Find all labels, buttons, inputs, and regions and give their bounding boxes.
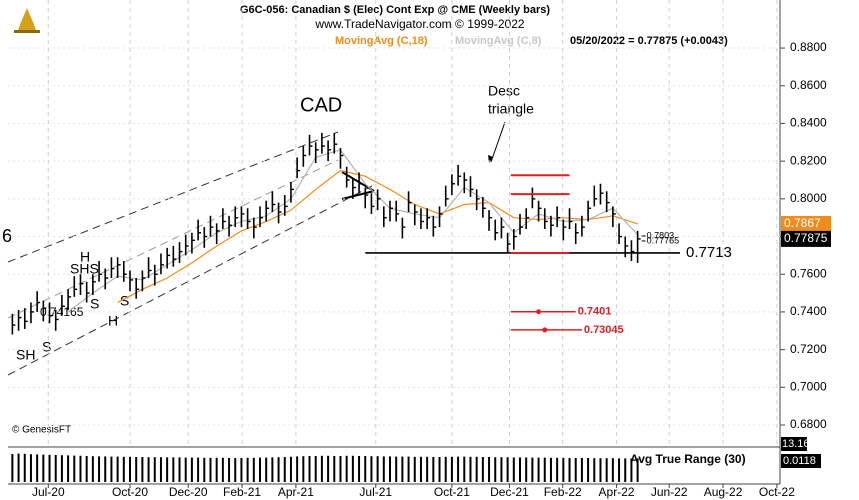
annotation: S	[42, 339, 51, 355]
y-tick-label: 0.8000	[790, 191, 827, 205]
price-box	[781, 230, 831, 247]
price-box-label: 0.7867	[784, 216, 821, 230]
annotation-arrow	[490, 121, 506, 163]
annotation: triangle	[488, 101, 534, 117]
target-dot	[536, 309, 542, 315]
level-label: 0.77765	[647, 235, 680, 245]
y-tick-label: 0.6800	[790, 417, 827, 431]
x-tick-label: Jul-20	[32, 485, 65, 499]
y-tick-label: 0.8200	[790, 153, 827, 167]
x-tick-label: Apr-21	[278, 485, 314, 499]
annotation: Desc	[488, 83, 520, 99]
atr-top-label: 13.16	[782, 438, 810, 450]
target-dot	[542, 327, 548, 333]
credit: © GenesisFT	[12, 425, 71, 436]
support-label: 0.7713	[686, 244, 732, 261]
atr-last-label: 0.0118	[783, 455, 816, 467]
price-box	[781, 215, 831, 232]
y-tick-label: 0.7400	[790, 304, 827, 318]
channel	[7, 131, 373, 376]
x-tick-label: Oct-20	[112, 485, 148, 499]
x-tick-label: Feb-22	[544, 485, 582, 499]
x-tick-label: Feb-21	[223, 485, 261, 499]
target-label: 0.73045	[584, 324, 624, 336]
chart-title: G6C-056: Canadian $ (Elec) Cont Exp @ CM…	[240, 4, 550, 16]
x-tick-label: Dec-21	[490, 485, 529, 499]
x-tick-label: Oct-21	[434, 485, 470, 499]
y-tick-label: 0.8600	[790, 78, 827, 92]
y-tick-label: 0.8400	[790, 116, 827, 130]
level-label: 0.7803	[647, 230, 675, 240]
annotation: S	[120, 293, 129, 309]
x-tick-label: Jun-22	[651, 485, 688, 499]
x-tick-label: Oct-22	[759, 485, 795, 499]
y-tick-label: 0.7000	[790, 379, 827, 393]
y-tick-label: 0.7200	[790, 342, 827, 356]
atr-name: Avg True Range (30)	[630, 452, 746, 466]
legend-entry: MovingAvg (C,18)	[335, 35, 428, 47]
logo	[14, 8, 40, 33]
annotation: CAD	[300, 94, 342, 116]
annotation: SHS	[70, 261, 99, 277]
atr-box	[781, 454, 821, 468]
chart-subtitle: www.TradeNavigator.com © 1999-2022	[314, 17, 524, 31]
x-tick-label: Dec-20	[169, 485, 208, 499]
legend-entry: MovingAvg (C,8)	[455, 35, 542, 47]
last-quote: 05/20/2022 = 0.77875 (+0.0043)	[570, 35, 728, 47]
annotation: 6	[2, 226, 12, 246]
annotation: S	[90, 296, 99, 312]
x-tick-label: Apr-22	[599, 485, 635, 499]
x-tick-label: Aug-22	[704, 485, 743, 499]
atr-box	[781, 437, 807, 451]
y-tick-label: 0.8800	[790, 40, 827, 54]
y-tick-label: 0.7600	[790, 266, 827, 280]
target-label: 0.7401	[578, 306, 612, 318]
x-tick-label: Jul-21	[359, 485, 392, 499]
annotation: SH	[16, 347, 35, 363]
annotation: H	[80, 249, 90, 265]
price-box-label: 0.77875	[784, 231, 828, 245]
moving-average	[67, 149, 639, 313]
